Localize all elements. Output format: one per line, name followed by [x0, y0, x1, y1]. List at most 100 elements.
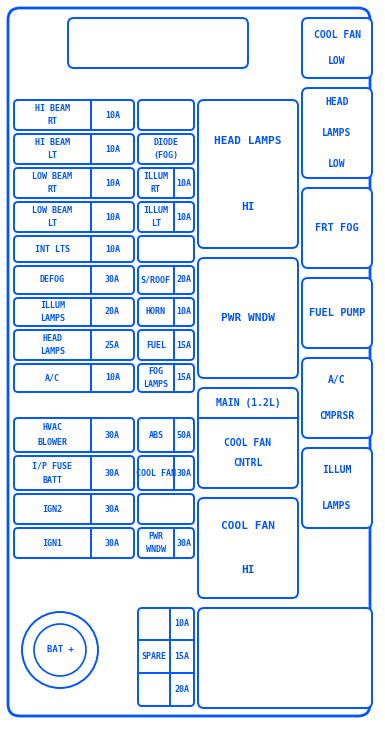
FancyBboxPatch shape: [138, 100, 194, 130]
Text: RT: RT: [47, 117, 57, 126]
Text: ILLUM: ILLUM: [322, 466, 352, 475]
FancyBboxPatch shape: [302, 18, 372, 78]
Text: LOW: LOW: [328, 159, 346, 169]
Text: 10A: 10A: [176, 308, 191, 317]
Text: MAIN (1.2L): MAIN (1.2L): [216, 398, 280, 408]
FancyBboxPatch shape: [302, 88, 372, 178]
Text: COOL FAN: COOL FAN: [224, 438, 271, 448]
FancyBboxPatch shape: [14, 100, 134, 130]
Text: ILLUM: ILLUM: [144, 206, 168, 215]
Text: 15A: 15A: [176, 341, 191, 349]
FancyBboxPatch shape: [14, 168, 134, 198]
Text: HI: HI: [241, 565, 255, 575]
FancyBboxPatch shape: [138, 456, 194, 490]
FancyBboxPatch shape: [198, 608, 372, 708]
Text: 30A: 30A: [105, 431, 120, 439]
Text: 10A: 10A: [105, 145, 120, 154]
Text: FUEL PUMP: FUEL PUMP: [309, 308, 365, 318]
Text: PWR WNDW: PWR WNDW: [221, 313, 275, 323]
Text: INT LTS: INT LTS: [35, 244, 70, 254]
Text: COOL FAN: COOL FAN: [221, 521, 275, 531]
Text: HVAC: HVAC: [42, 423, 62, 432]
Text: ILLUM: ILLUM: [144, 172, 168, 181]
Text: (FOG): (FOG): [154, 151, 179, 160]
FancyBboxPatch shape: [138, 608, 194, 706]
FancyBboxPatch shape: [14, 298, 134, 326]
FancyBboxPatch shape: [198, 100, 298, 248]
FancyBboxPatch shape: [138, 236, 194, 262]
FancyBboxPatch shape: [14, 528, 134, 558]
Text: S/ROOF: S/ROOF: [141, 276, 171, 284]
Text: BLOWER: BLOWER: [37, 438, 67, 447]
Text: LAMPS: LAMPS: [40, 314, 65, 322]
FancyBboxPatch shape: [138, 202, 194, 232]
Text: FRT FOG: FRT FOG: [315, 223, 359, 233]
Text: 30A: 30A: [105, 504, 120, 513]
Text: 10A: 10A: [105, 244, 120, 254]
Text: LAMPS: LAMPS: [322, 501, 352, 510]
Text: IGN2: IGN2: [42, 504, 62, 513]
Text: DEFOG: DEFOG: [40, 276, 65, 284]
Text: DIODE: DIODE: [154, 138, 179, 147]
FancyBboxPatch shape: [302, 278, 372, 348]
FancyBboxPatch shape: [14, 236, 134, 262]
FancyBboxPatch shape: [14, 456, 134, 490]
Text: COOL FAN: COOL FAN: [136, 469, 176, 477]
Text: RT: RT: [47, 185, 57, 194]
Text: HORN: HORN: [146, 308, 166, 317]
Text: CMPRSR: CMPRSR: [320, 411, 355, 420]
Text: WNDW: WNDW: [146, 545, 166, 554]
Text: LOW: LOW: [328, 56, 346, 67]
Text: ABS: ABS: [149, 431, 163, 439]
FancyBboxPatch shape: [14, 364, 134, 392]
Text: 30A: 30A: [176, 539, 191, 548]
Text: 10A: 10A: [176, 213, 191, 221]
FancyBboxPatch shape: [138, 266, 194, 294]
Text: HI BEAM: HI BEAM: [35, 104, 70, 113]
FancyBboxPatch shape: [14, 134, 134, 164]
Text: 20A: 20A: [176, 276, 191, 284]
FancyBboxPatch shape: [14, 202, 134, 232]
FancyBboxPatch shape: [302, 358, 372, 438]
Text: LAMPS: LAMPS: [322, 128, 352, 138]
FancyBboxPatch shape: [138, 168, 194, 198]
Text: LOW BEAM: LOW BEAM: [32, 206, 72, 215]
Text: LT: LT: [47, 219, 57, 228]
Text: 15A: 15A: [176, 374, 191, 382]
FancyBboxPatch shape: [14, 494, 134, 524]
Text: 50A: 50A: [176, 431, 191, 439]
Text: A/C: A/C: [328, 376, 346, 385]
FancyBboxPatch shape: [138, 330, 194, 360]
Circle shape: [22, 612, 98, 688]
Text: RT: RT: [151, 185, 161, 194]
Text: HI: HI: [241, 202, 255, 211]
FancyBboxPatch shape: [138, 528, 194, 558]
Text: A/C: A/C: [45, 374, 60, 382]
Text: LT: LT: [151, 219, 161, 228]
Text: 10A: 10A: [105, 374, 120, 382]
Text: HEAD: HEAD: [42, 334, 62, 343]
FancyBboxPatch shape: [198, 258, 298, 378]
Text: CNTRL: CNTRL: [233, 458, 263, 468]
Text: 10A: 10A: [105, 110, 120, 119]
Text: FUEL: FUEL: [146, 341, 166, 349]
Text: LAMPS: LAMPS: [144, 379, 168, 389]
Circle shape: [34, 624, 86, 676]
FancyBboxPatch shape: [302, 188, 372, 268]
Text: 30A: 30A: [176, 469, 191, 477]
FancyBboxPatch shape: [138, 364, 194, 392]
Text: SPARE: SPARE: [142, 652, 166, 661]
Text: 15A: 15A: [174, 652, 189, 661]
Text: COOL FAN: COOL FAN: [313, 30, 360, 39]
Text: HEAD: HEAD: [325, 97, 349, 107]
Text: IGN1: IGN1: [42, 539, 62, 548]
Text: 30A: 30A: [105, 469, 120, 477]
Text: 30A: 30A: [105, 276, 120, 284]
Text: HI BEAM: HI BEAM: [35, 138, 70, 147]
FancyBboxPatch shape: [68, 18, 248, 68]
Text: 10A: 10A: [105, 178, 120, 187]
FancyBboxPatch shape: [198, 498, 298, 598]
Text: BATT: BATT: [42, 476, 62, 485]
Text: 10A: 10A: [105, 213, 120, 221]
Text: PWR: PWR: [149, 532, 163, 541]
